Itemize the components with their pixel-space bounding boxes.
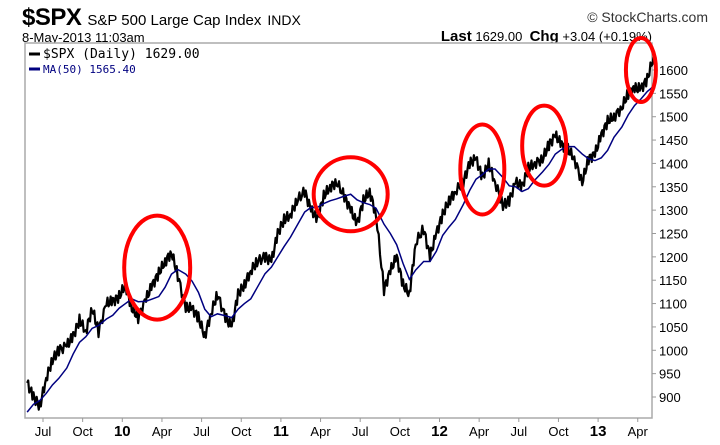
x-tick-label: Oct	[231, 424, 252, 439]
y-tick-label: 1000	[659, 343, 688, 358]
chg-value: +3.04 (+0.19%)	[562, 29, 652, 44]
title-row: $SPX S&P 500 Large Cap Index INDX	[22, 4, 301, 32]
x-tick-label: Apr	[628, 424, 649, 439]
exchange: INDX	[267, 12, 301, 28]
y-tick-label: 1600	[659, 63, 688, 78]
x-tick-label: Jul	[35, 424, 52, 439]
x-tick-label: Jul	[193, 424, 210, 439]
index-name: S&P 500 Large Cap Index	[87, 12, 262, 29]
x-tick-label: Oct	[548, 424, 569, 439]
y-tick-label: 1200	[659, 250, 688, 265]
y-tick-label: 1050	[659, 320, 688, 335]
legend-background	[27, 46, 232, 60]
y-tick-label: 1400	[659, 156, 688, 171]
x-tick-label: Apr	[152, 424, 173, 439]
last-value: 1629.00	[475, 29, 523, 44]
highlight-circle	[311, 155, 390, 234]
y-tick-label: 1250	[659, 227, 688, 242]
y-tick-label: 950	[659, 367, 681, 382]
legend-background	[27, 61, 147, 75]
chart-datetime: 8-May-2013 11:03am	[22, 30, 145, 45]
highlight-circle	[458, 122, 507, 217]
y-tick-label: 1350	[659, 180, 688, 195]
x-tick-label: Jul	[510, 424, 527, 439]
highlight-circle	[520, 103, 569, 188]
y-tick-label: 900	[659, 390, 681, 405]
x-tick-label: Oct	[73, 424, 94, 439]
chg-label: Chg	[529, 28, 559, 45]
legend-label: $SPX (Daily) 1629.00	[43, 47, 200, 62]
copyright: © StockCharts.com	[587, 9, 708, 25]
x-tick-label: 11	[273, 423, 289, 440]
y-tick-label: 1100	[659, 297, 687, 312]
x-tick-label: 12	[431, 423, 448, 440]
y-tick-label: 1150	[659, 273, 687, 288]
highlight-circle	[623, 36, 658, 104]
x-tick-label: Oct	[390, 424, 411, 439]
x-tick-label: 13	[590, 423, 607, 440]
last-quote: Last 1629.00 Chg +3.04 (+0.19%)	[441, 28, 652, 45]
y-tick-label: 1500	[659, 110, 688, 125]
legend-label: MA(50) 1565.40	[43, 63, 136, 76]
x-tick-label: Apr	[310, 424, 331, 439]
y-tick-label: 1450	[659, 133, 688, 148]
x-tick-label: Apr	[469, 424, 490, 439]
x-tick-label: 10	[114, 423, 131, 440]
symbol: $SPX	[22, 4, 82, 31]
x-tick-label: Jul	[352, 424, 369, 439]
highlight-circle	[122, 213, 193, 322]
last-label: Last	[440, 28, 472, 45]
y-tick-label: 1300	[659, 203, 688, 218]
y-tick-label: 1550	[659, 86, 688, 101]
